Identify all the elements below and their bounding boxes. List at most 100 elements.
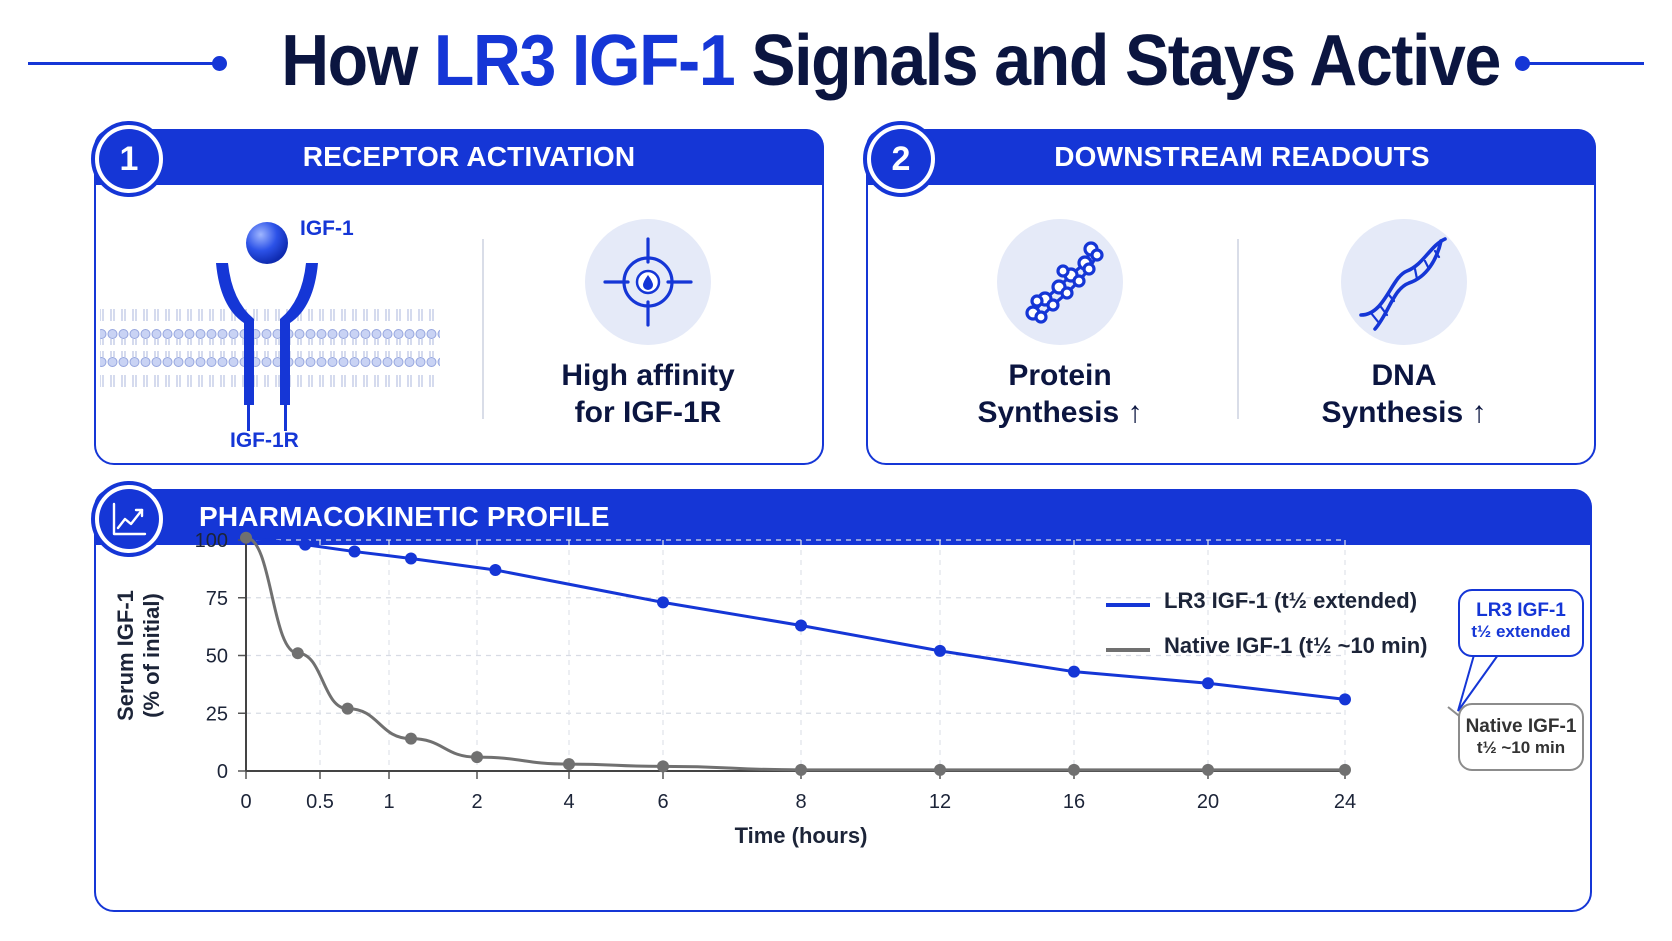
data-point-lr3 (348, 545, 361, 558)
legend-swatch-native (1106, 648, 1150, 652)
data-point-native (240, 531, 252, 544)
data-point-lr3 (1202, 677, 1214, 690)
y-axis-title-line1: Serum IGF-1 (113, 590, 138, 721)
data-point-lr3 (405, 552, 417, 565)
dna-caption-line2: Synthesis ↑ (1321, 396, 1487, 429)
x-tick-label: 12 (929, 791, 951, 813)
cell-membrane-receptor-illustration (100, 222, 440, 431)
data-point-lr3 (489, 564, 502, 577)
data-point-native (341, 702, 354, 715)
igf1-ligand-sphere (246, 222, 288, 264)
data-point-native (1202, 763, 1214, 776)
chart-badge (91, 481, 167, 557)
dna-icon-circle (1341, 219, 1467, 345)
pharmacokinetic-title: PHARMACOKINETIC PROFILE (199, 501, 610, 532)
downstream-readouts-header: DOWNSTREAM READOUTS (866, 129, 1596, 185)
data-point-native (405, 732, 417, 745)
y-tick-label: 25 (206, 703, 228, 725)
data-point-lr3 (1339, 693, 1351, 706)
data-point-native (657, 760, 669, 773)
data-point-native (1339, 763, 1351, 776)
protein-chain-icon (1025, 241, 1104, 324)
y-tick-label: 50 (206, 646, 228, 668)
y-tick-label: 100 (195, 530, 228, 552)
downstream-readouts-title: DOWNSTREAM READOUTS (1054, 141, 1430, 172)
ligand-label: IGF-1 (300, 217, 354, 240)
data-point-lr3 (1068, 665, 1080, 678)
title-prefix: How (281, 21, 434, 101)
legend-label-native: Native IGF-1 (t½ ~10 min) (1164, 633, 1428, 658)
callout-lr3-line1: LR3 IGF-1 (1476, 600, 1566, 621)
data-point-lr3 (934, 644, 946, 657)
x-axis-title: Time (hours) (735, 823, 868, 848)
data-point-lr3 (795, 619, 807, 632)
title-accent: LR3 IGF-1 (433, 21, 736, 101)
legend-swatch-lr3 (1106, 603, 1150, 607)
title-dot-left (212, 56, 227, 71)
title-rule-left (28, 62, 220, 65)
data-point-native (471, 751, 483, 764)
receptor-activation-header: RECEPTOR ACTIVATION (94, 129, 824, 185)
step-1-badge: 1 (91, 121, 167, 197)
callout-native-line1: Native IGF-1 (1465, 716, 1577, 737)
x-tick-label: 16 (1063, 791, 1085, 813)
dna-helix-icon (1359, 237, 1447, 331)
x-tick-label: 4 (563, 791, 574, 813)
data-point-lr3 (657, 596, 669, 609)
step-1-number: 1 (99, 129, 159, 189)
receptor-activation-title: RECEPTOR ACTIVATION (302, 141, 636, 172)
dna-synthesis-caption: DNA Synthesis ↑ (1254, 357, 1554, 431)
callout-native-line2: t½ ~10 min (1476, 738, 1566, 757)
x-tick-label: 2 (471, 791, 482, 813)
protein-icon-circle (997, 219, 1123, 345)
x-tick-label: 8 (795, 791, 806, 813)
y-axis-title-line2: (% of initial) (139, 593, 164, 718)
data-point-native (291, 647, 304, 660)
protein-caption-line1: Protein (1008, 359, 1112, 392)
x-tick-label: 20 (1197, 791, 1219, 813)
target-icon (603, 237, 693, 327)
step-2-number: 2 (871, 129, 931, 189)
series-line-native (245, 536, 1345, 772)
igf1r-receptor-icon (216, 263, 318, 431)
callout-lr3-line2: t½ extended (1471, 622, 1571, 641)
affinity-caption-line2: for IGF-1R (574, 396, 722, 429)
y-tick-label: 0 (217, 761, 228, 783)
lipid-bilayer (100, 309, 440, 387)
x-tick-label: 24 (1334, 791, 1356, 813)
receptor-label: IGF-1R (230, 429, 299, 452)
pharmacokinetic-panel: PHARMACOKINETIC PROFILE 0 25 50 75 100 0 0.5 1 2… (91, 481, 1592, 912)
callout-lr3: LR3 IGF-1 t½ extended (1458, 589, 1584, 657)
title-rule-right (1522, 62, 1644, 65)
x-tick-label: 0.5 (306, 791, 334, 813)
callout-native: Native IGF-1 t½ ~10 min (1458, 703, 1584, 771)
protein-caption-line2: Synthesis ↑ (977, 396, 1143, 429)
affinity-caption: High affinity for IGF-1R (498, 357, 798, 431)
data-point-native (795, 763, 807, 776)
x-tick-label: 1 (383, 791, 394, 813)
chart-series (240, 531, 1351, 776)
line-chart-icon (112, 502, 147, 536)
data-point-native (934, 763, 946, 776)
receptor-activation-panel: RECEPTOR ACTIVATION 1 IG (91, 121, 824, 465)
y-tick-label: 75 (206, 588, 228, 610)
pharmacokinetic-header: PHARMACOKINETIC PROFILE (94, 489, 1592, 545)
data-point-native (563, 758, 575, 771)
affinity-icon-circle (585, 219, 711, 345)
protein-synthesis-caption: Protein Synthesis ↑ (910, 357, 1210, 431)
panel2-divider (1237, 239, 1239, 419)
title-row: How LR3 IGF-1 Signals and Stays Active (0, 18, 1672, 108)
step-2-badge: 2 (863, 121, 939, 197)
panel1-divider (482, 239, 484, 419)
x-tick-label: 6 (657, 791, 668, 813)
data-point-lr3 (299, 538, 312, 551)
dna-caption-line1: DNA (1371, 359, 1437, 392)
downstream-readouts-panel: DOWNSTREAM READOUTS 2 Protein Synthesis … (863, 121, 1596, 465)
chart-badge-inner (99, 489, 159, 549)
data-point-native (1068, 763, 1080, 776)
affinity-caption-line1: High affinity (561, 359, 735, 392)
page-title: How LR3 IGF-1 Signals and Stays Active (281, 20, 1501, 102)
x-tick-label: 0 (240, 791, 251, 813)
